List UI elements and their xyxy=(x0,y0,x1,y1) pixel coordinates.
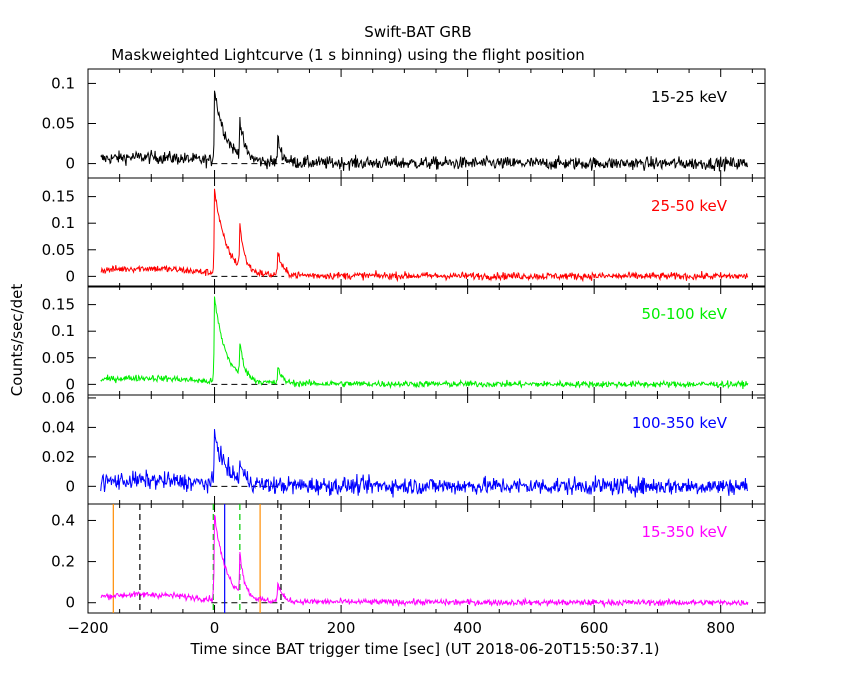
y-tick-label: 0.04 xyxy=(42,418,75,436)
lightcurve-series xyxy=(100,296,749,390)
y-tick-label: 0.15 xyxy=(42,296,75,314)
y-tick-label: 0.02 xyxy=(42,448,75,466)
y-tick-label: 0 xyxy=(65,477,75,495)
lightcurve-series xyxy=(100,90,748,172)
x-axis-label: Time since BAT trigger time [sec] (UT 20… xyxy=(190,640,660,658)
band-label: 50-100 keV xyxy=(641,305,727,323)
y-tick-label: 0.06 xyxy=(42,389,75,407)
x-tick-label: −200 xyxy=(67,619,108,637)
panel-1: 0 0.05 0.1 15-25 keV xyxy=(42,68,766,179)
y-tick-label: 0.05 xyxy=(42,241,75,259)
x-tick-label: 400 xyxy=(453,619,482,637)
y-tick-label: 0.1 xyxy=(51,74,75,92)
y-tick-label: 0 xyxy=(65,155,75,173)
y-tick-label: 0.05 xyxy=(42,349,75,367)
panel-4: 0 0.02 0.04 0.06 100-350 keV xyxy=(42,389,766,505)
band-label: 100-350 keV xyxy=(632,414,728,432)
y-axis-label: Counts/sec/det xyxy=(8,284,26,397)
y-tick-label: 0.4 xyxy=(51,511,75,529)
y-tick-label: 0.1 xyxy=(51,322,75,340)
y-tick-label: 0 xyxy=(65,594,75,612)
lightcurve-series xyxy=(100,514,749,609)
panel-frame xyxy=(87,177,766,288)
panel-frame xyxy=(87,503,766,614)
figure-title: Swift-BAT GRB xyxy=(364,23,471,41)
x-tick-label: 0 xyxy=(210,619,220,637)
panel-2: 0 0.05 0.1 0.15 25-50 keV xyxy=(42,177,766,288)
band-label: 15-25 keV xyxy=(651,88,728,106)
y-tick-label: 0.05 xyxy=(42,115,75,133)
panel-3: 0 0.05 0.1 0.15 50-100 keV xyxy=(42,285,766,396)
lightcurve-series xyxy=(100,429,749,498)
band-label: 15-350 keV xyxy=(641,523,727,541)
lightcurve-series xyxy=(100,188,749,283)
y-tick-label: 0 xyxy=(65,267,75,285)
band-label: 25-50 keV xyxy=(651,197,728,215)
x-tick-label: 200 xyxy=(327,619,356,637)
x-tick-label: 600 xyxy=(580,619,609,637)
x-tick-label: 800 xyxy=(706,619,735,637)
panel-5: 0 0.2 0.4 15-350 keV xyxy=(51,503,766,614)
y-tick-label: 0.15 xyxy=(42,188,75,206)
y-tick-label: 0 xyxy=(65,375,75,393)
figure-subtitle: Maskweighted Lightcurve (1 s binning) us… xyxy=(111,46,585,64)
y-tick-label: 0.2 xyxy=(51,553,75,571)
y-tick-label: 0.1 xyxy=(51,214,75,232)
